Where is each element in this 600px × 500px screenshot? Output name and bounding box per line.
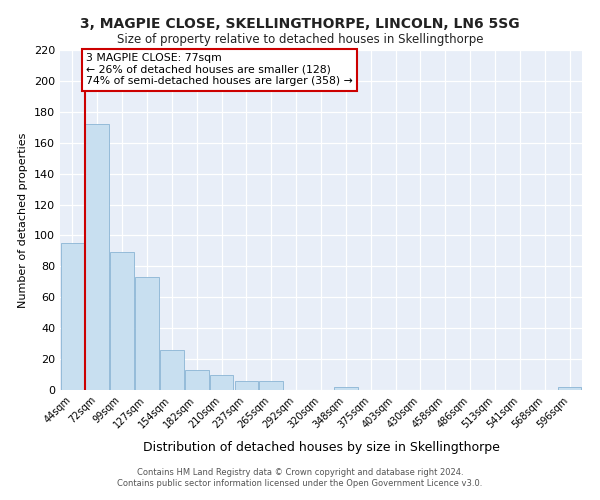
Bar <box>160 350 184 390</box>
Text: Size of property relative to detached houses in Skellingthorpe: Size of property relative to detached ho… <box>117 32 483 46</box>
Bar <box>61 243 84 390</box>
X-axis label: Distribution of detached houses by size in Skellingthorpe: Distribution of detached houses by size … <box>143 441 499 454</box>
Bar <box>235 380 258 390</box>
Y-axis label: Number of detached properties: Number of detached properties <box>19 132 28 308</box>
Text: 3 MAGPIE CLOSE: 77sqm
← 26% of detached houses are smaller (128)
74% of semi-det: 3 MAGPIE CLOSE: 77sqm ← 26% of detached … <box>86 53 353 86</box>
Text: Contains HM Land Registry data © Crown copyright and database right 2024.
Contai: Contains HM Land Registry data © Crown c… <box>118 468 482 487</box>
Bar <box>110 252 134 390</box>
Bar <box>259 380 283 390</box>
Bar <box>185 370 209 390</box>
Bar <box>334 387 358 390</box>
Bar <box>210 374 233 390</box>
Text: 3, MAGPIE CLOSE, SKELLINGTHORPE, LINCOLN, LN6 5SG: 3, MAGPIE CLOSE, SKELLINGTHORPE, LINCOLN… <box>80 18 520 32</box>
Bar <box>85 124 109 390</box>
Bar <box>558 387 581 390</box>
Bar <box>135 277 159 390</box>
